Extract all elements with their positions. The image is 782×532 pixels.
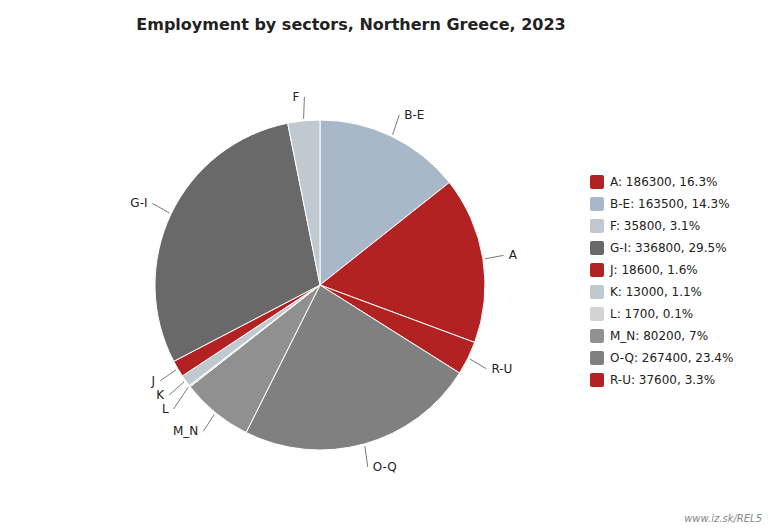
leader-line — [160, 370, 176, 381]
legend-swatch — [590, 263, 604, 277]
legend-entry: B-E: 163500, 14.3% — [610, 197, 730, 211]
legend-entry: F: 35800, 3.1% — [610, 219, 700, 233]
legend-entry: J: 18600, 1.6% — [609, 263, 698, 277]
legend-entry: G-I: 336800, 29.5% — [610, 241, 727, 255]
leader-line — [303, 97, 305, 119]
leader-line — [365, 446, 368, 467]
slice-label: R-U — [491, 362, 512, 376]
slice-label: J — [151, 374, 156, 388]
leader-line — [153, 203, 170, 212]
chart: Employment by sectors, Northern Greece, … — [0, 0, 782, 532]
legend-entry: M_N: 80200, 7% — [610, 329, 708, 343]
slice-label: A — [509, 248, 518, 262]
legend-entry: A: 186300, 16.3% — [610, 175, 717, 189]
leader-lines — [153, 97, 504, 467]
watermark: www.iz.sk/REL5 — [684, 513, 762, 524]
legend-swatch — [590, 285, 604, 299]
title: Employment by sectors, Northern Greece, … — [136, 15, 565, 34]
leader-line — [169, 382, 184, 395]
legend-swatch — [590, 241, 604, 255]
slice-labels: B-E A R-U O-Q M_N LKJ G-I F — [130, 90, 517, 474]
leader-line — [470, 359, 487, 369]
slices — [155, 120, 485, 450]
slice-label: K — [156, 388, 165, 402]
slice-label: G-I — [130, 196, 147, 210]
slice-label: O-Q — [373, 460, 397, 474]
legend-entry: K: 13000, 1.1% — [610, 285, 702, 299]
legend-swatch — [590, 329, 604, 343]
legend-swatch — [590, 307, 604, 321]
background — [0, 0, 782, 532]
leader-line — [174, 387, 188, 409]
slice-label: B-E — [404, 108, 424, 122]
legend-swatch — [590, 219, 604, 233]
legend-entry: R-U: 37600, 3.3% — [610, 373, 715, 387]
leader-line — [393, 115, 400, 135]
legend-entry: O-Q: 267400, 23.4% — [610, 351, 733, 365]
legend-swatch — [590, 197, 604, 211]
legend-swatch — [590, 373, 604, 387]
legend-swatch — [590, 175, 604, 189]
slice-label: F — [292, 90, 299, 104]
legend-entry: L: 1700, 0.1% — [610, 307, 693, 321]
slice-label: L — [162, 402, 169, 416]
slice — [288, 120, 320, 285]
leader-line — [203, 414, 214, 431]
legend: A: 186300, 16.3% B-E: 163500, 14.3% F: 358… — [590, 175, 733, 387]
slice-label: M_N — [173, 424, 198, 438]
legend-swatch — [590, 351, 604, 365]
leader-line — [485, 255, 504, 258]
